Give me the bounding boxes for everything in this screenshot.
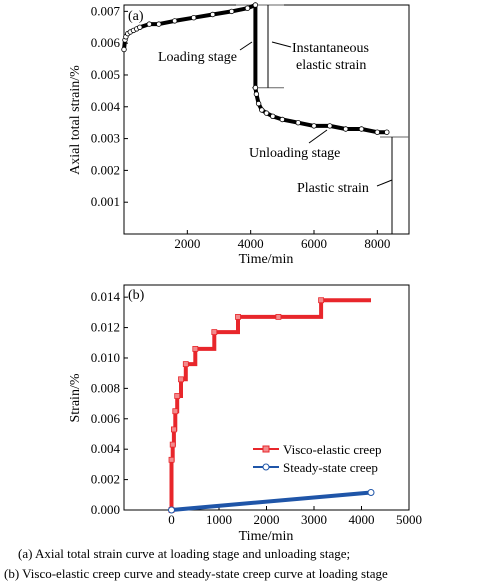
panel-a-y-tick-label: 0.006: [91, 35, 121, 50]
annotation-elastic-leader: [271, 41, 292, 48]
panel-b-x-tick-label: 2000: [254, 512, 280, 527]
panel-a-label: (a): [128, 9, 144, 24]
panel-a-data-point: [263, 110, 270, 116]
panel-b-y-tick-label: 0.006: [91, 411, 121, 426]
annotation-plastic-leader: [376, 179, 393, 187]
panel-a-data-point: [121, 46, 127, 53]
annotation-plastic-strain: Plastic strain: [297, 181, 369, 196]
panel-b-axes: 0 1000 2000 3000 4000 5000 0.000 0.002 0.004 0.00…: [91, 289, 422, 527]
legend-label-visco-elastic: Visco-elastic creep: [283, 442, 381, 457]
panel-a-data-point: [209, 11, 216, 18]
series-visco-elastic-marker: [174, 393, 181, 399]
panel-a-y-tick-label: 0.004: [91, 99, 121, 114]
series-visco-elastic-marker: [168, 456, 175, 463]
panel-a-y-tick-label: 0.002: [91, 162, 120, 177]
panel-b-y-tick-label: 0.008: [91, 380, 120, 395]
panel-a-data-point: [279, 116, 285, 123]
legend-swatch-visco-elastic-marker: [262, 445, 270, 453]
series-visco-elastic-marker: [178, 376, 184, 383]
panel-a-data-point: [295, 119, 301, 126]
caption-panel-b: (b) Visco-elastic creep curve and steady…: [4, 566, 388, 581]
annotation-elastic-strain: elastic strain: [296, 58, 366, 73]
series-visco-elastic-marker: [170, 426, 177, 433]
panel-a-data-point: [137, 24, 143, 30]
panel-b-y-tick-label: 0.002: [91, 472, 120, 487]
panel-a-x-tick-label: 2000: [174, 236, 200, 251]
series-visco-elastic-line: [169, 298, 371, 510]
annotation-unloading-leader: [308, 129, 328, 144]
series-visco-elastic-marker: [235, 313, 241, 320]
panel-a-data-point: [252, 2, 259, 8]
series-visco-elastic-marker: [182, 361, 189, 368]
panel-a-data-point: [228, 8, 235, 15]
panel-a-data-point: [146, 21, 152, 27]
annotation-unloading-stage: Unloading stage: [249, 146, 340, 161]
panel-a-data-points: [121, 2, 390, 135]
series-visco-elastic-marker: [169, 441, 176, 448]
panel-b-label: (b): [128, 288, 145, 303]
panel-a-data-point: [252, 84, 259, 91]
panel-a-x-tick-label: 6000: [301, 236, 327, 251]
annotation-loading-leader: [239, 41, 253, 51]
series-visco-elastic-marker: [172, 408, 179, 415]
legend-swatch-steady-state-marker: [262, 463, 270, 471]
panel-a-y-tick-label: 0.005: [91, 67, 120, 82]
panel-b-x-tick-label: 1000: [206, 512, 232, 527]
annotation-loading-stage: Loading stage: [158, 50, 237, 65]
panel-a-x-axis-label: Time/min: [239, 252, 294, 267]
panel-b-x-axis-label: Time/min: [239, 529, 294, 544]
panel-b-x-tick-label: 0: [168, 512, 175, 527]
panel-a-data-point: [255, 100, 262, 107]
panel-a-data-point: [343, 126, 349, 132]
panel-a-y-tick-label: 0.001: [91, 194, 120, 209]
series-steady-state-line: [171, 490, 372, 512]
caption-panel-a: (a) Axial total strain curve at loading …: [18, 546, 351, 561]
panel-a-data-point: [259, 107, 265, 113]
series-visco-elastic-marker: [318, 297, 325, 304]
panel-a-data-point: [190, 15, 197, 21]
series-visco-elastic-marker: [192, 345, 199, 352]
panel-a-data-point: [327, 123, 333, 129]
panel-a-data-point: [171, 18, 178, 24]
panel-b-x-tick-label: 3000: [301, 512, 327, 527]
panel-a-data-point: [311, 123, 317, 129]
panel-b-x-tick-label: 5000: [396, 512, 422, 527]
series-steady-state-marker: [367, 489, 375, 496]
panel-b-y-tick-label: 0.010: [91, 350, 120, 365]
panel-a-data-point: [253, 91, 260, 97]
panel-a-y-axis-label: Axial total strain/%: [68, 65, 83, 175]
series-visco-elastic-marker: [211, 329, 218, 336]
panel-a-reference-lines: [236, 4, 409, 234]
panel-b-x-tick-label: 4000: [349, 512, 375, 527]
panel-b-creep-chart: 0 1000 2000 3000 4000 5000 0.000 0.002 0.004 0.00…: [68, 284, 422, 544]
panel-a-data-point: [384, 129, 390, 135]
panel-a-data-point: [374, 129, 380, 135]
annotation-instantaneous: Instantaneous: [292, 41, 369, 56]
panel-a-x-tick-label: 4000: [238, 236, 264, 251]
panel-a-x-tick-label: 8000: [364, 236, 390, 251]
panel-b-y-tick-label: 0.012: [91, 320, 120, 335]
panel-a-y-tick-label: 0.007: [91, 3, 121, 18]
panel-b-y-axis-label: Strain/%: [68, 373, 83, 422]
panel-a-axes: 2000 4000 6000 8000 0.001 0.002 0.003 0.004 0.00…: [91, 3, 391, 251]
panel-a-loading-unloading-chart: 2000 4000 6000 8000 0.001 0.002 0.003 0.004 0.00…: [68, 2, 410, 267]
panel-b-y-tick-label: 0.004: [91, 441, 121, 456]
panel-b-y-tick-label: 0.000: [91, 502, 120, 517]
panel-b-y-tick-label: 0.014: [91, 289, 121, 304]
panel-a-y-tick-label: 0.003: [91, 131, 120, 146]
panel-a-data-point: [244, 5, 251, 11]
legend-label-steady-state: Steady-state creep: [283, 460, 378, 475]
panel-a-data-point: [270, 113, 276, 119]
panel-a-data-point: [156, 21, 162, 27]
series-steady-state-marker: [168, 506, 175, 514]
panel-a-plot-frame: [123, 4, 410, 235]
panel-b-series: [168, 297, 375, 514]
panel-a-data-point: [358, 126, 365, 132]
panel-b-legend: Visco-elastic creep Steady-state creep: [253, 442, 381, 475]
series-visco-elastic-marker: [275, 313, 282, 320]
